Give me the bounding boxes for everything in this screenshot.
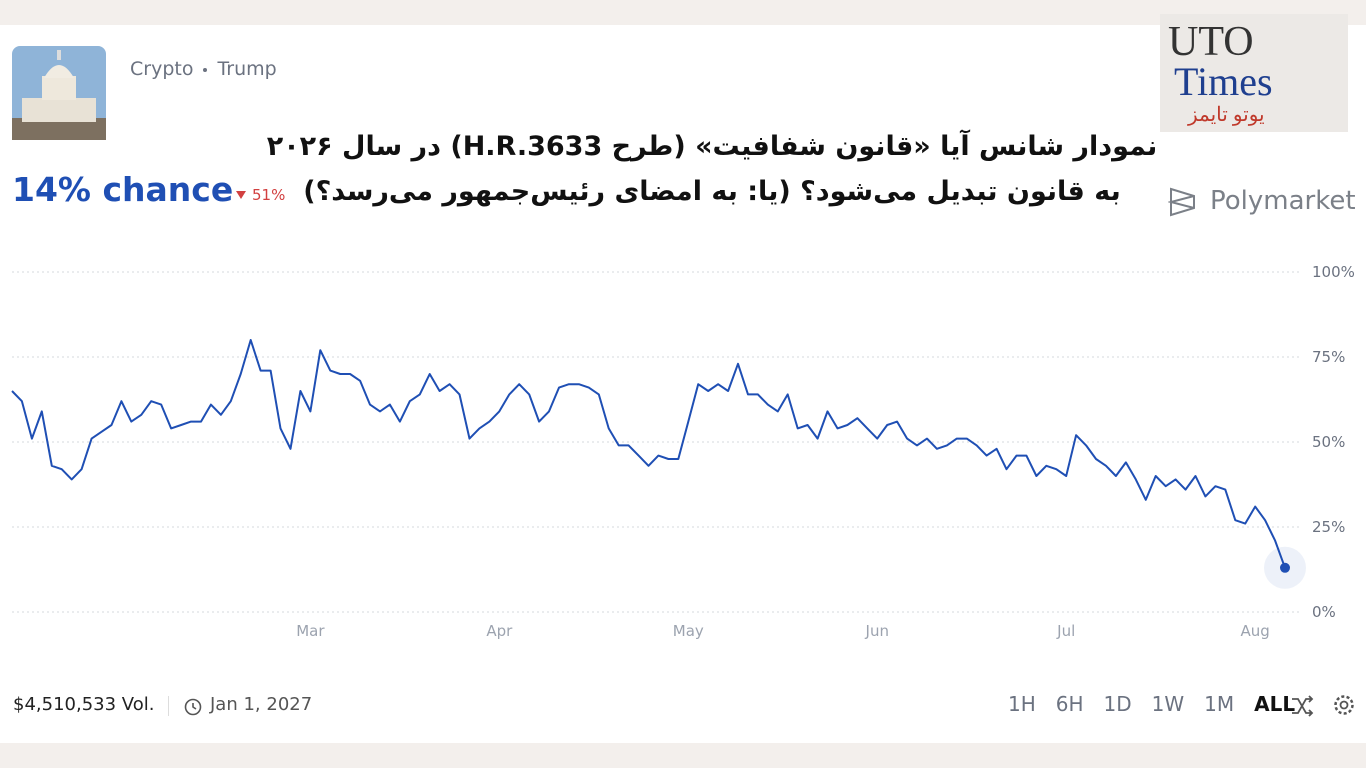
x-tick-label: Jun	[865, 622, 889, 640]
range-button[interactable]: 1W	[1151, 692, 1185, 716]
range-button[interactable]: 1H	[1008, 692, 1036, 716]
chart-title: به قانون تبدیل می‌شود؟ (یا: به امضای رئی…	[303, 176, 1121, 207]
range-button[interactable]: 1M	[1204, 692, 1235, 716]
y-tick-label: 75%	[1312, 348, 1345, 366]
range-selector: 1H 6H 1D 1W 1M ALL	[1008, 692, 1295, 716]
category[interactable]: Trump	[217, 58, 277, 80]
settings-button[interactable]	[1332, 693, 1356, 717]
x-tick-label: May	[673, 622, 704, 640]
chart: 0% 25% 50% 75% 100% Mar Apr May Jun Jul Aug	[11, 263, 1355, 640]
y-tick-label: 100%	[1312, 263, 1355, 281]
range-button[interactable]: ALL	[1254, 692, 1296, 716]
logo-text: UTO	[1168, 19, 1254, 65]
y-tick-label: 25%	[1312, 518, 1345, 536]
separator	[203, 67, 208, 72]
end-date: Jan 1, 2027	[210, 694, 313, 715]
chance: 14% chance	[12, 170, 234, 209]
breadcrumb: Crypto Trump	[130, 58, 277, 80]
source-icon	[1168, 187, 1195, 217]
change: 51%	[236, 186, 285, 204]
card	[0, 25, 1366, 743]
logo-text: Times	[1174, 59, 1273, 104]
last-point	[1280, 562, 1290, 573]
logo: UTO Times یوتو تایمز	[1160, 14, 1348, 132]
divider	[168, 696, 169, 716]
market-icon	[12, 46, 106, 140]
logo-text: یوتو تایمز	[1188, 104, 1265, 126]
line	[11, 339, 1286, 569]
shuffle-button[interactable]	[1290, 694, 1314, 718]
x-tick-label: Aug	[1241, 622, 1270, 640]
range-button[interactable]: 1D	[1103, 692, 1132, 716]
y-tick-label: 0%	[1312, 603, 1336, 621]
x-tick-label: Jul	[1056, 622, 1075, 640]
volume: $4,510,533 Vol.	[13, 694, 155, 715]
y-tick-label: 50%	[1312, 433, 1345, 451]
source: Polymarket	[1210, 186, 1356, 216]
range-button[interactable]: 6H	[1055, 692, 1084, 716]
x-tick-label: Apr	[486, 622, 513, 640]
x-tick-label: Mar	[296, 622, 325, 640]
category[interactable]: Crypto	[130, 58, 194, 80]
clock-icon	[184, 698, 202, 716]
chart-title: نمودار شانس آیا «قانون شفافیت» (طرح H.R.…	[266, 131, 1158, 162]
